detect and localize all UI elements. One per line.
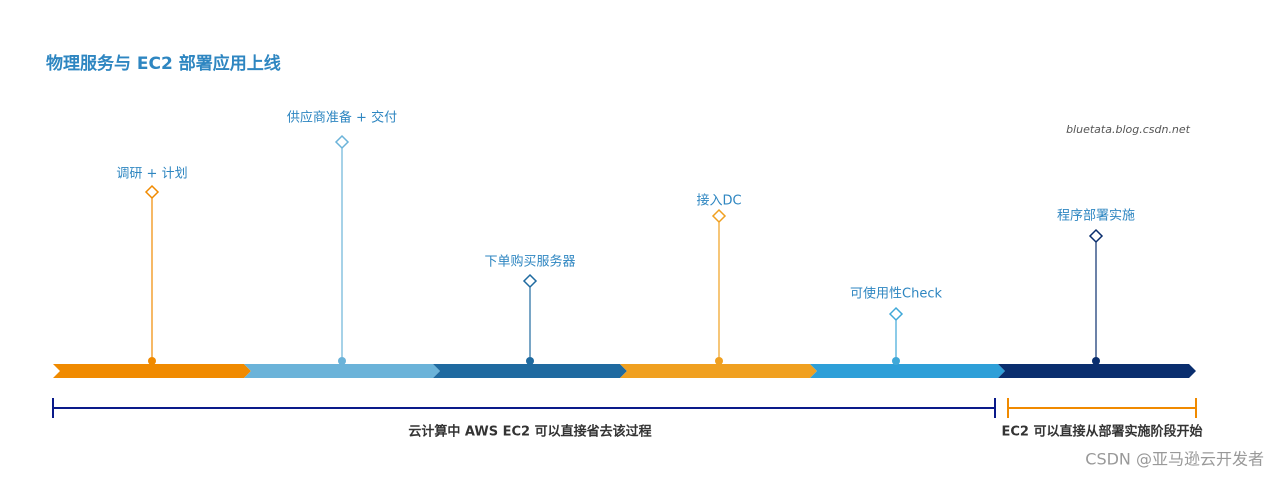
step-label: 可使用性Check — [850, 286, 942, 302]
span-bracket — [52, 398, 996, 418]
step: 下单购买服务器 — [484, 254, 576, 365]
step-label: 下单购买服务器 — [484, 254, 575, 270]
watermark: CSDN @亚马逊云开发者 — [1085, 450, 1264, 469]
step: 供应商准备 + 交付 — [287, 110, 397, 365]
span-label: EC2 可以直接从部署实施阶段开始 — [1002, 424, 1203, 440]
step: 接入DC — [696, 193, 742, 365]
source: bluetata.blog.csdn.net — [1066, 123, 1191, 136]
span-bracket — [1007, 398, 1197, 418]
step-label: 调研 + 计划 — [116, 167, 187, 182]
step-label: 接入DC — [696, 193, 741, 209]
span-label: 云计算中 AWS EC2 可以直接省去该过程 — [408, 424, 651, 440]
step-label: 供应商准备 + 交付 — [287, 110, 397, 126]
step: 可使用性Check — [850, 286, 942, 365]
timeline-arrows — [53, 364, 1196, 378]
step: 调研 + 计划 — [116, 167, 188, 365]
title: 物理服务与 EC2 部署应用上线 — [46, 53, 281, 74]
step-label: 程序部署实施 — [1057, 209, 1135, 224]
step: 程序部署实施 — [1057, 209, 1135, 365]
